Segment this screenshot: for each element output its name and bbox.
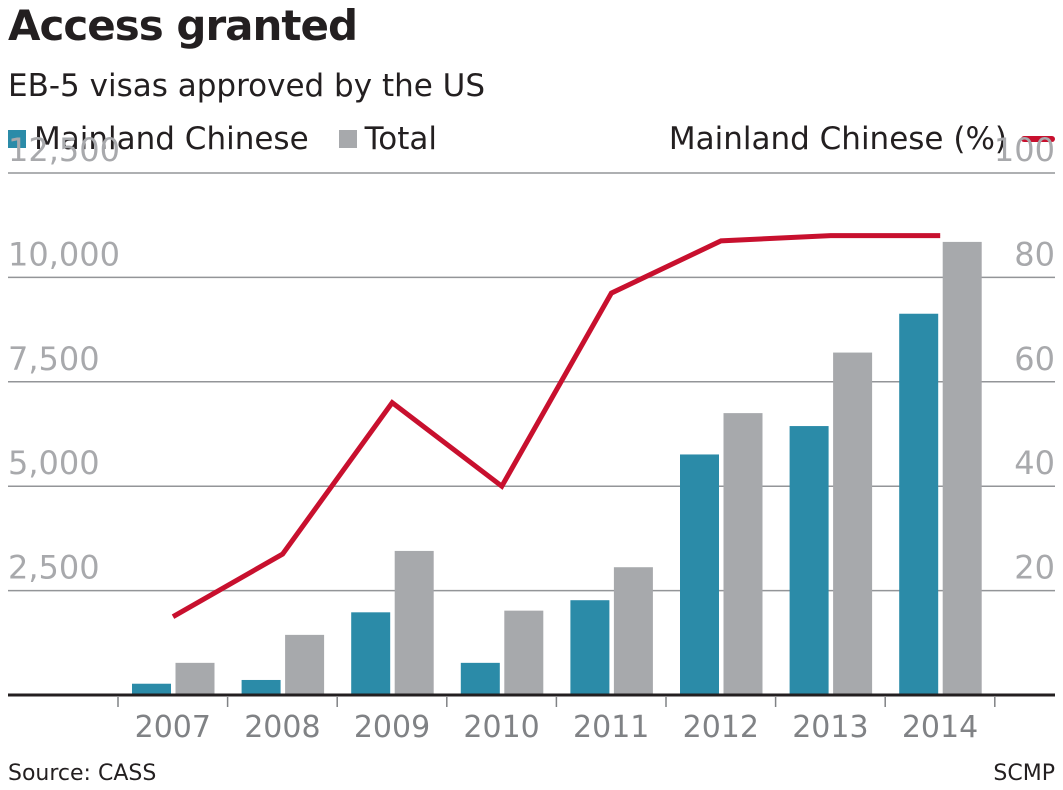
legend-label-mainland: Mainland Chinese bbox=[34, 121, 309, 157]
x-tick-label: 2008 bbox=[244, 710, 320, 745]
bar-mainland bbox=[680, 454, 719, 695]
y-right-tick-label: 40 bbox=[1014, 444, 1055, 482]
legend-item-total: Total bbox=[338, 121, 438, 157]
y-left-tick-label: 7,500 bbox=[8, 340, 100, 378]
line-mainland-percent bbox=[171, 233, 941, 619]
bar-total bbox=[833, 352, 873, 695]
legend-swatch-mainland bbox=[8, 130, 26, 148]
bar-mainland bbox=[241, 679, 281, 695]
y-right-tick-label: 60 bbox=[1014, 340, 1055, 378]
legend-line: Mainland Chinese (%) bbox=[669, 118, 1055, 160]
y-right-tick-label: 100 bbox=[994, 131, 1055, 169]
x-tick-label: 2011 bbox=[573, 710, 649, 745]
bar-mainland bbox=[570, 600, 610, 695]
y-left-tick-label: 5,000 bbox=[8, 444, 100, 482]
y-left-tick-label: 12,500 bbox=[8, 131, 120, 169]
legend-label-total: Total bbox=[364, 121, 438, 157]
x-tick-label: 2007 bbox=[135, 710, 211, 745]
chart-title: Access granted bbox=[8, 1, 358, 50]
legend-swatch-percent-line bbox=[1021, 136, 1055, 142]
x-tick-label: 2009 bbox=[354, 710, 430, 745]
legend-item-mainland: Mainland Chinese bbox=[8, 121, 309, 157]
x-tick-label: 2014 bbox=[902, 710, 978, 745]
bar-total bbox=[175, 662, 215, 695]
y-left-tick-label: 2,500 bbox=[8, 549, 100, 587]
y-right-tick-label: 20 bbox=[1014, 549, 1055, 587]
x-tick-label: 2010 bbox=[463, 710, 539, 745]
legend-label-percent: Mainland Chinese (%) bbox=[668, 121, 1007, 157]
chart-subtitle: EB-5 visas approved by the US bbox=[8, 68, 486, 104]
bar-total bbox=[613, 567, 653, 695]
bar-total bbox=[504, 610, 544, 695]
credit-note: SCMP bbox=[993, 761, 1055, 786]
y-right-tick-label: 80 bbox=[1014, 235, 1055, 273]
bar-mainland bbox=[460, 662, 500, 695]
bar-mainland bbox=[351, 612, 391, 695]
bar-total bbox=[394, 550, 434, 695]
x-tick-label: 2013 bbox=[792, 710, 868, 745]
y-left-tick-label: 10,000 bbox=[8, 235, 120, 273]
bar-total bbox=[285, 634, 325, 695]
bar-total bbox=[723, 413, 763, 695]
bar-mainland bbox=[899, 313, 939, 695]
x-tick-label: 2012 bbox=[683, 710, 759, 745]
bar-mainland bbox=[789, 426, 829, 695]
bar-total bbox=[942, 241, 982, 696]
bar-mainland bbox=[132, 683, 171, 695]
legend-swatch-total bbox=[338, 130, 357, 148]
source-note: Source: CASS bbox=[8, 761, 157, 786]
legend: Mainland Chinese Total bbox=[8, 118, 467, 160]
